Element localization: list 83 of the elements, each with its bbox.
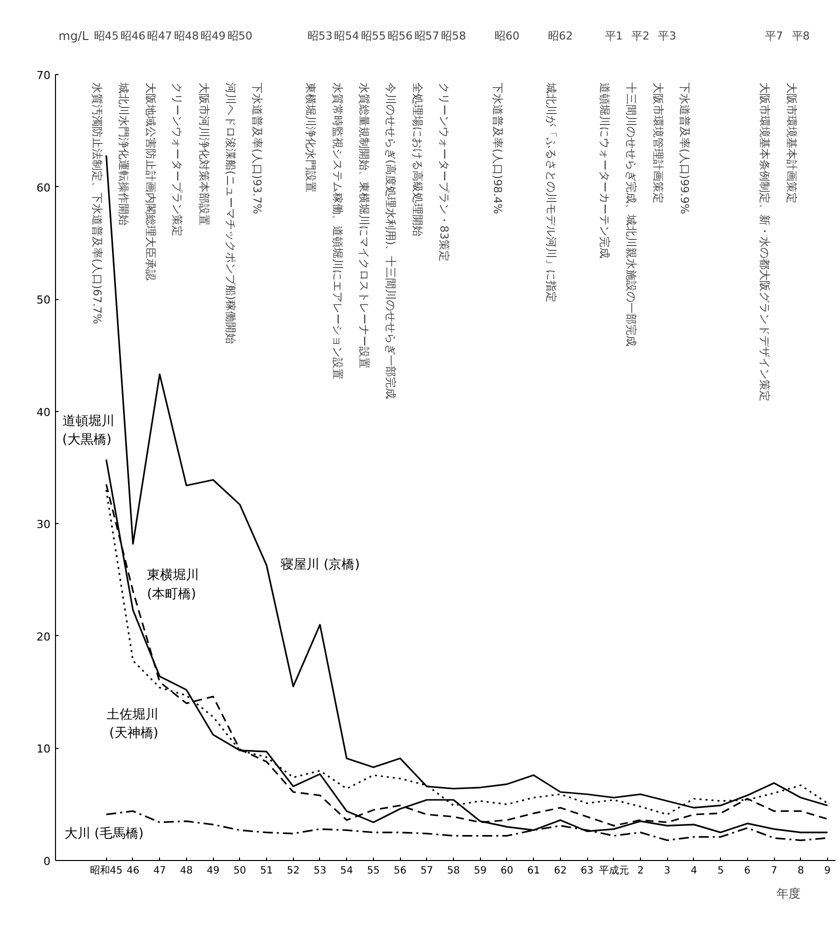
text: 昭62	[548, 29, 573, 42]
y-tick-label: 70	[36, 69, 51, 82]
x-tick-label: 58	[447, 866, 460, 876]
text: 昭46	[120, 29, 146, 42]
x-tick-label: 63	[580, 866, 594, 876]
text: 平7	[765, 29, 784, 42]
x-tick-label: 2	[637, 866, 644, 876]
y-tick-label: 20	[36, 630, 51, 644]
x-tick-label: 59	[474, 866, 487, 876]
x-tick-label: 47	[153, 866, 166, 876]
annotation: 城北川が「ふるさとの川モデル河川」に指定	[544, 82, 558, 303]
y-tick-label: 10	[36, 742, 51, 756]
y-tick-label: 30	[36, 518, 51, 532]
series-label: 土佐堀川 (天神橋)	[106, 707, 158, 742]
x-tick-label: 8	[798, 866, 804, 876]
text: 昭48	[174, 29, 199, 42]
annotation: 水質汚濁防止法制定、下水道普及率(人口)67.7%	[90, 82, 104, 324]
text: 昭57	[414, 29, 440, 42]
y-axis-title: mg/L	[58, 28, 89, 43]
x-tick-label: 53	[314, 866, 326, 876]
annotation: 河川ヘドロ浚渫船(ニューマチックポンプ船)稼働開始	[224, 82, 237, 344]
x-axis-title: 年度	[776, 886, 800, 900]
annotation: 東横堀川浄化水門設置	[304, 82, 318, 193]
series-label: 寝屋川 (京橋)	[280, 558, 360, 573]
x-tick-label: 61	[527, 866, 540, 876]
x-tick-label: 4	[690, 866, 698, 876]
x-tick-label: 48	[180, 866, 193, 876]
x-tick-label: 5	[717, 866, 724, 876]
text: 平8	[792, 29, 810, 42]
annotation: 城北川水門浄化運転操作開始	[117, 82, 130, 226]
x-tick-label: 52	[286, 866, 300, 876]
x-tick-label: 46	[126, 866, 140, 876]
text: 昭47	[147, 29, 172, 42]
annotation: 水質常時監視システム稼働、道頓堀川にエアレーション設置	[330, 82, 344, 380]
annotation: 大阪市環境管理計画策定	[651, 82, 664, 204]
x-tick-label: 56	[394, 866, 406, 876]
x-tick-label: 平成元	[598, 864, 629, 876]
annotation: 下水道普及率(人口)99.9%	[678, 82, 692, 214]
text: 昭53	[307, 29, 332, 42]
annotation: 下水道普及率(人口)93.7%	[250, 82, 264, 214]
x-tick-label: 62	[554, 866, 567, 876]
series-label: 道頓堀川 (大黒橋)	[62, 414, 114, 448]
text: 昭49	[200, 29, 226, 42]
x-tick-label: 3	[664, 866, 670, 876]
annotation: 今川のせせらぎ(高度処理水利用)、十三間川のせせらぎ一部完成	[384, 82, 398, 400]
x-tick-label: 57	[420, 866, 434, 876]
x-tick-label: 6	[744, 866, 751, 876]
annotation: 大阪市環境基本条例制定、新・水の都大阪グランドデザイン策定	[758, 82, 772, 402]
x-tick-label: 60	[500, 866, 514, 876]
annotation: クリーンウォータープラン策定	[170, 82, 184, 237]
y-tick-label: 60	[36, 181, 51, 194]
annotation: 水質総量規制開始、東横堀川にマイクロストレーナー設置	[358, 82, 371, 369]
text: 昭45	[94, 29, 119, 42]
text: 平1	[604, 29, 623, 42]
text: 昭60	[494, 29, 520, 42]
text: 平2	[632, 29, 650, 42]
y-tick-label: 0	[44, 855, 50, 868]
x-tick-label: 50	[233, 866, 246, 876]
x-tick-label: 9	[824, 866, 831, 876]
text: 昭56	[388, 29, 413, 42]
x-tick-label: 7	[770, 866, 778, 876]
text: 平3	[658, 29, 676, 42]
annotation: 道頓堀川にウォーターカーテン完成	[598, 82, 611, 259]
annotation: クリーンウォータープラン・83策定	[438, 82, 451, 262]
y-tick-label: 50	[36, 294, 51, 307]
series-label: 東横堀川 (本町橋)	[146, 568, 199, 602]
x-tick-label: 54	[340, 866, 354, 876]
annotation: 大阪市河川浄化対策本部設置	[197, 82, 210, 226]
text: 昭55	[360, 29, 386, 42]
x-tick-label: 51	[260, 866, 273, 876]
series-label: 大川 (毛馬橋)	[64, 826, 144, 842]
text: 昭50	[227, 29, 252, 42]
x-tick-label: 49	[206, 866, 220, 876]
x-tick-label: 55	[367, 866, 380, 876]
annotation: 十三間川のせせらぎ完成、城北川親水施設の一部完成	[624, 82, 638, 347]
text: 昭58	[441, 29, 466, 42]
annotation: 大阪地域公害防止計画内閣総理大臣承認	[144, 82, 157, 281]
text: 昭54	[334, 29, 360, 42]
annotation: 全処理場における高級処理開始	[410, 82, 424, 237]
annotation: 大阪市環境基本計画策定	[784, 82, 798, 204]
x-tick-label: 昭和45	[90, 864, 123, 876]
annotation: 下水道普及率(人口)98.4%	[491, 82, 504, 214]
y-tick-label: 40	[36, 406, 51, 419]
